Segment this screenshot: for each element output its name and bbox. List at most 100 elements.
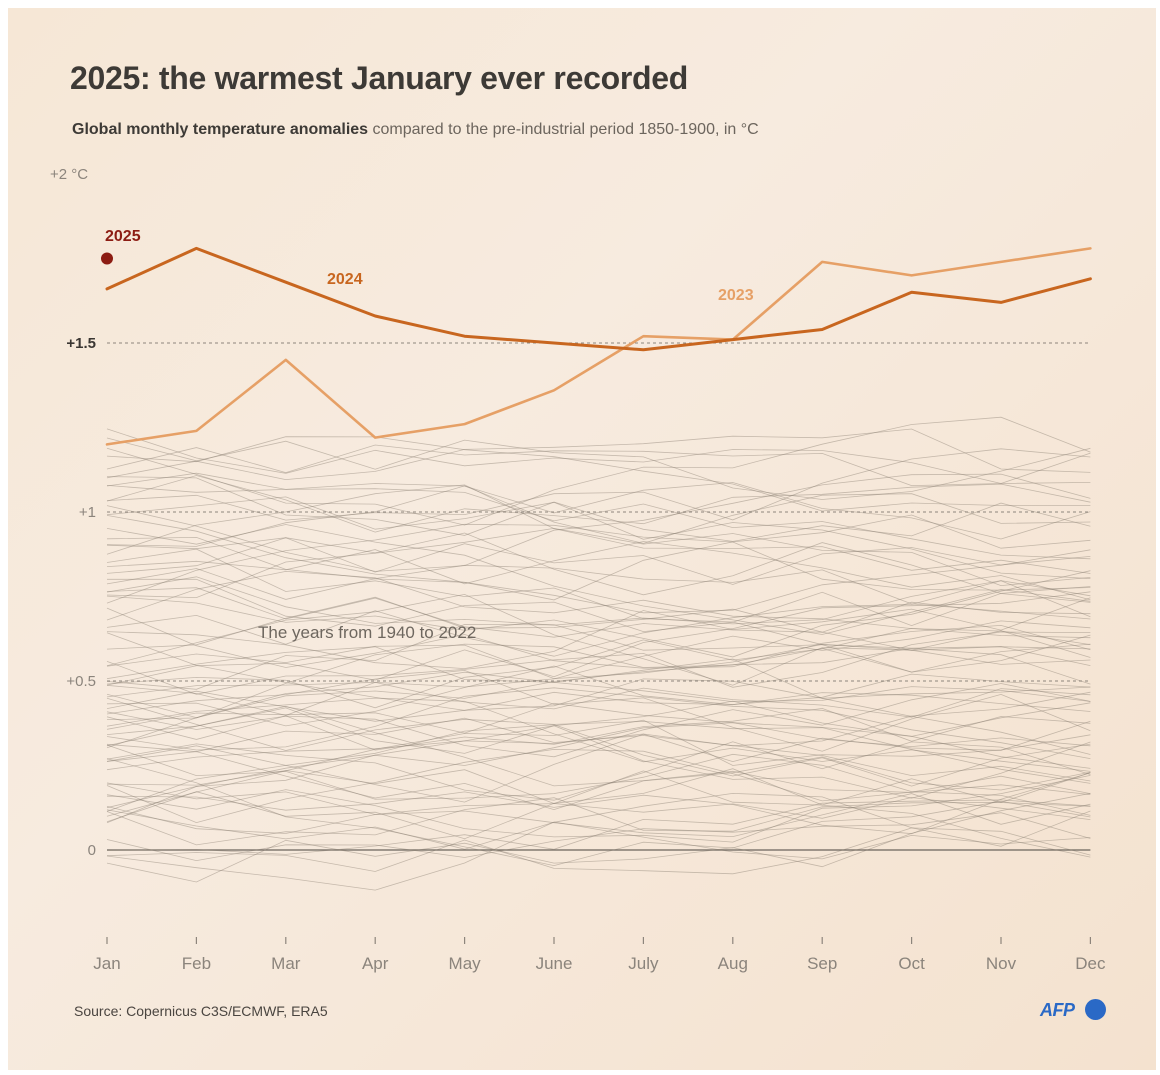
background-years-lines [106,416,1091,891]
background-year-line [106,596,1091,666]
background-year-line [106,541,1091,601]
background-year-line [106,643,1091,720]
y-tick-label: +1 [79,504,96,521]
background-year-line [106,782,1091,838]
series-2025-label: 2025 [105,228,141,245]
background-year-line [106,627,1091,709]
chart-title: 2025: the warmest January ever recorded [70,60,688,96]
y-tick-label: +1.5 [66,335,96,352]
background-year-line [106,770,1091,858]
x-tick-label: Nov [986,954,1017,973]
background-year-line [106,758,1091,867]
background-year-line [106,702,1091,748]
background-year-line [106,720,1091,803]
background-year-line [106,792,1091,850]
x-tick-label: Apr [362,954,389,973]
background-year-line [106,632,1091,711]
background-year-line [106,631,1091,695]
chart-subtitle: Global monthly temperature anomalies com… [72,121,759,139]
background-year-line [106,593,1091,686]
background-year-line [106,496,1091,579]
background-year-line [106,444,1091,487]
series-2024-label: 2024 [327,271,363,288]
background-year-line [106,580,1091,657]
series-2024-line [105,246,1092,352]
series-2023-label: 2023 [718,287,754,304]
x-tick-label: Jan [93,954,120,973]
background-year-line [106,428,1091,481]
gridlines [107,342,1091,851]
subtitle-bold: Global monthly temperature anomalies [72,121,369,138]
subtitle-rest: compared to the pre-industrial period 18… [368,121,759,138]
background-year-line [106,744,1091,816]
background-year-line [106,564,1091,620]
background-year-line [106,514,1091,601]
background-year-line [106,484,1091,574]
background-year-line [106,775,1091,843]
background-year-line [106,570,1091,658]
afp-logo-text: AFP [1040,1000,1075,1020]
x-tick-label: Mar [271,954,301,973]
chart-card: 2025: the warmest January ever recorded … [8,8,1156,1070]
background-year-line [106,769,1091,820]
background-year-line [106,475,1091,533]
y-tick-label: +2 °C [50,166,88,183]
background-year-line [106,646,1091,703]
background-year-line [106,473,1091,572]
background-year-line [106,416,1091,526]
background-year-line [106,428,1091,484]
background-year-line [106,821,1091,891]
background-year-line [106,482,1091,540]
background-year-line [106,687,1091,759]
background-year-line [107,578,1091,633]
background-year-line [106,707,1091,799]
background-years-annotation: The years from 1940 to 2022 [258,623,476,642]
background-year-line [106,524,1091,635]
y-tick-label: +0.5 [66,673,96,690]
background-year-line [106,724,1091,812]
background-year-line [106,691,1091,809]
background-year-line [106,536,1091,614]
x-tick-label: Sep [807,954,837,973]
background-year-line [106,630,1091,680]
chart-labels: +2 °C +1.5 +1 +0.5 0 Jan Feb Mar Apr May June July A… [50,166,1106,973]
x-tick-label: May [449,954,482,973]
background-year-line [106,623,1091,690]
background-year-line [106,532,1091,603]
x-tick-label: Oct [898,954,925,973]
series-2023-line [105,247,1092,446]
background-year-line [106,448,1091,521]
background-year-line [106,527,1091,599]
background-year-line [106,741,1091,801]
background-year-line [106,597,1091,670]
background-year-line [106,665,1091,727]
background-year-line [106,658,1091,755]
background-year-line [106,437,1091,500]
background-year-line [106,719,1091,817]
y-tick-label: 0 [88,842,96,859]
background-year-line [106,812,1091,862]
background-year-line [106,697,1091,784]
x-tick-label: Aug [718,954,748,973]
background-year-line [106,669,1091,752]
background-year-line [106,548,1091,650]
background-year-line [106,576,1091,626]
background-year-line [106,683,1091,758]
afp-logo-dot [1085,999,1106,1020]
source-note: Source: Copernicus C3S/ECMWF, ERA5 [74,1003,328,1019]
background-year-line [106,537,1091,585]
background-year-line [106,523,1091,604]
background-year-line [106,799,1091,855]
background-year-line [106,647,1091,749]
afp-logo: AFP [1040,998,1110,1022]
background-year-line [106,591,1091,686]
series-2025-point [101,252,113,265]
background-year-line [106,700,1091,771]
x-tick-label: Dec [1075,954,1106,973]
x-tick-label: June [536,954,573,973]
background-year-line [106,768,1091,840]
x-tick-label: Feb [182,954,211,973]
background-year-line [106,472,1091,560]
background-year-line [106,707,1091,751]
